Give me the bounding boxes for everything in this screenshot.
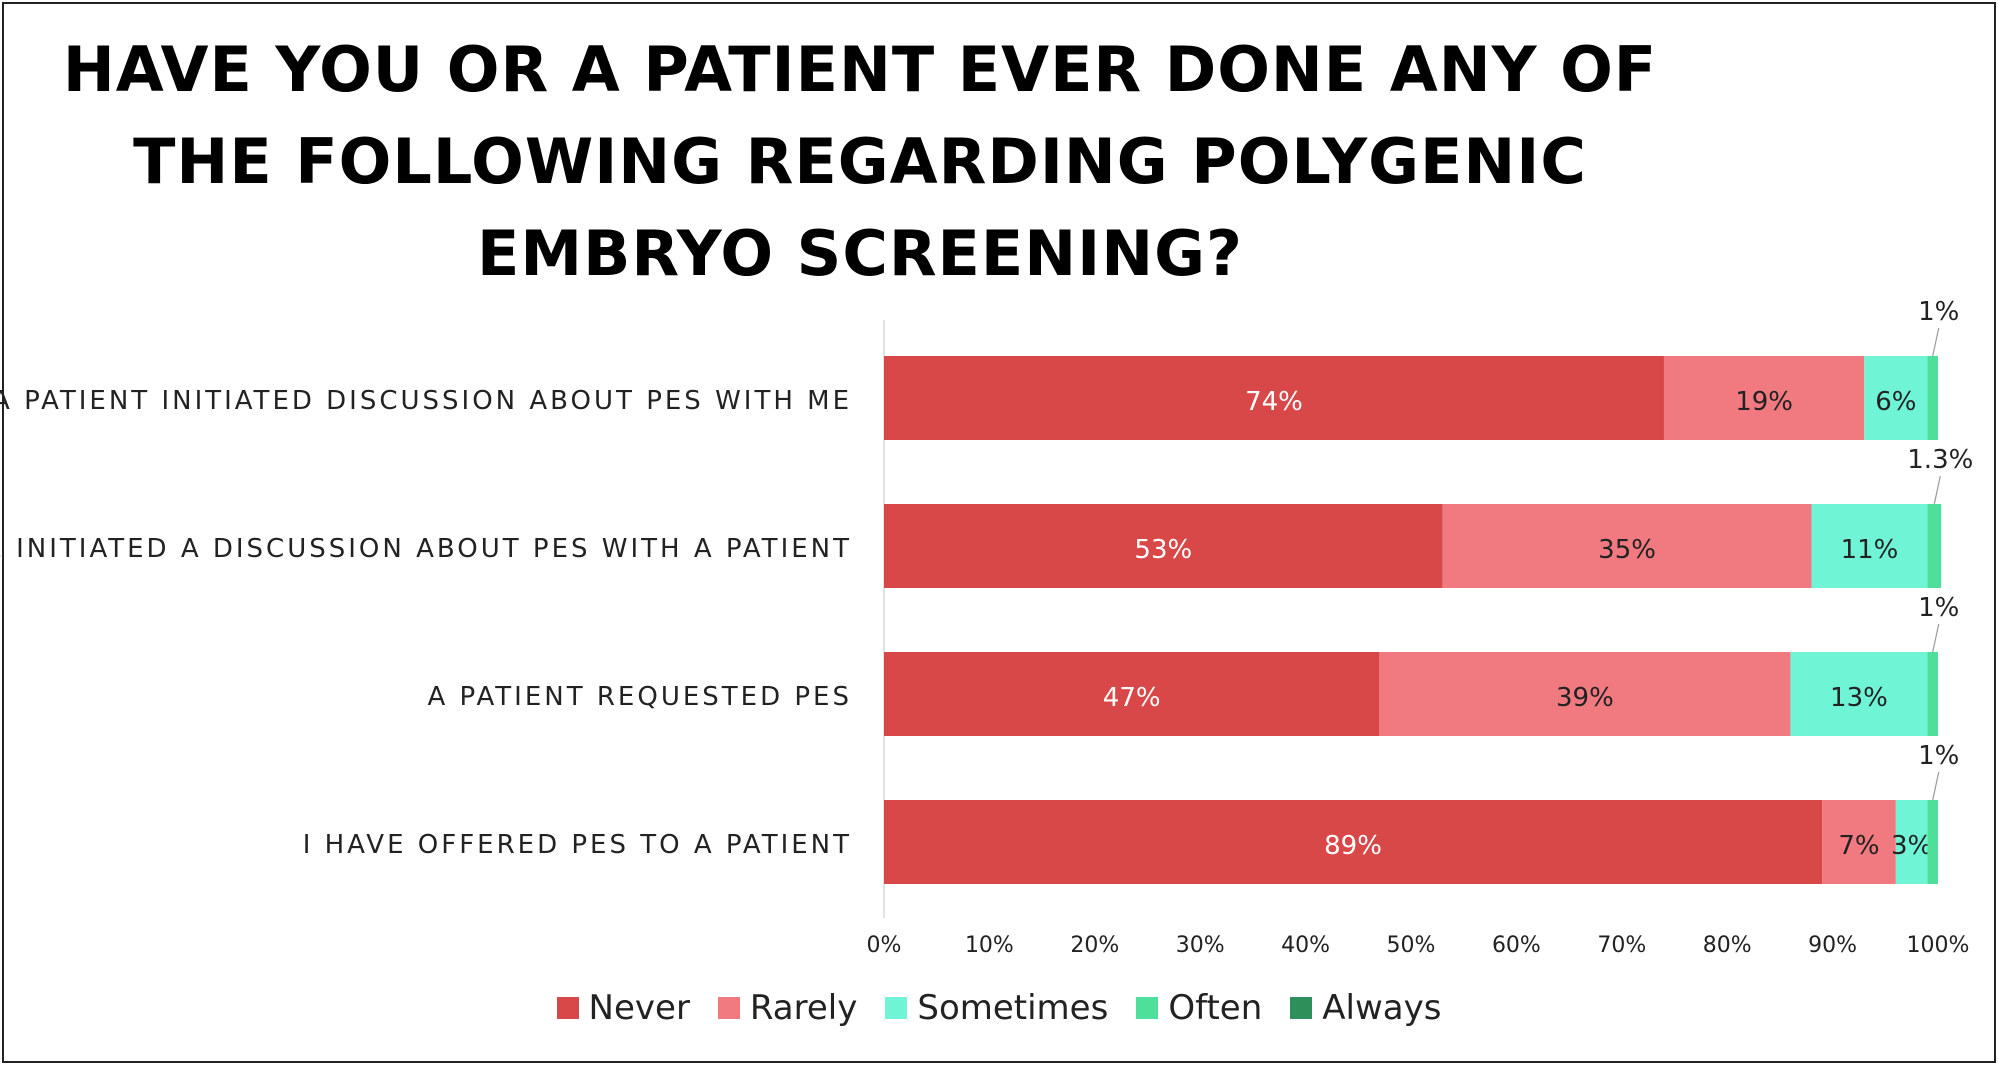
legend-swatch-never xyxy=(556,997,579,1019)
data-label: 47% xyxy=(1103,683,1161,713)
data-label: 35% xyxy=(1598,535,1656,565)
stacked-bar-chart: A PATIENT INITIATED DISCUSSION ABOUT PES… xyxy=(0,297,1973,958)
bar-segment xyxy=(1927,652,1938,736)
x-tick-label: 100% xyxy=(1907,933,1970,958)
data-label: 1% xyxy=(1918,593,1959,623)
data-label: 13% xyxy=(1830,683,1888,713)
x-tick-label: 50% xyxy=(1387,933,1436,958)
bar-segment xyxy=(1379,652,1791,736)
bar-segment xyxy=(884,504,1443,588)
legend-item-always: Always xyxy=(1290,988,1441,1028)
x-tick-label: 30% xyxy=(1176,933,1225,958)
data-label: 53% xyxy=(1134,535,1192,565)
data-label: 74% xyxy=(1245,387,1303,417)
category-label: I HAVE INITIATED A DISCUSSION ABOUT PES … xyxy=(0,534,852,564)
data-label-leader xyxy=(1932,771,1940,801)
bar-segment xyxy=(1864,356,1928,440)
data-label-leader xyxy=(1933,475,1941,505)
x-tick-label: 70% xyxy=(1597,933,1646,958)
chart-title-line-2: THE FOLLOWING REGARDING POLYGENIC xyxy=(133,125,1587,198)
data-label: 1% xyxy=(1918,297,1959,327)
chart-title: HAVE YOU OR A PATIENT EVER DONE ANY OF T… xyxy=(0,24,1720,300)
data-label-leader xyxy=(1932,623,1940,653)
legend-item-sometimes: Sometimes xyxy=(885,988,1108,1028)
chart-legend: Never Rarely Sometimes Often Always xyxy=(0,988,1998,1028)
legend-swatch-always xyxy=(1290,997,1313,1019)
x-tick-label: 0% xyxy=(867,933,902,958)
x-tick-label: 40% xyxy=(1281,933,1330,958)
x-tick-label: 20% xyxy=(1070,933,1119,958)
legend-swatch-often xyxy=(1136,997,1159,1019)
data-label: 39% xyxy=(1556,683,1614,713)
legend-swatch-rarely xyxy=(717,997,740,1019)
legend-label-sometimes: Sometimes xyxy=(917,988,1109,1028)
bar-segment xyxy=(1927,800,1938,884)
x-tick-label: 90% xyxy=(1808,933,1857,958)
data-label: 1% xyxy=(1918,741,1959,771)
chart-title-line-3: EMBRYO SCREENING? xyxy=(477,217,1243,290)
legend-label-always: Always xyxy=(1322,988,1442,1028)
bar-segment xyxy=(884,800,1823,884)
category-label: I HAVE OFFERED PES TO A PATIENT xyxy=(303,830,852,860)
bar-segment xyxy=(1822,800,1896,884)
data-label: 7% xyxy=(1838,831,1879,861)
bar-segment xyxy=(1663,356,1865,440)
data-label: 6% xyxy=(1875,387,1916,417)
x-tick-label: 80% xyxy=(1703,933,1752,958)
x-tick-label: 60% xyxy=(1492,933,1541,958)
x-tick-label: 10% xyxy=(965,933,1014,958)
legend-swatch-sometimes xyxy=(885,997,908,1019)
bar-segment xyxy=(1927,504,1942,588)
data-label: 89% xyxy=(1324,831,1382,861)
category-label: A PATIENT REQUESTED PES xyxy=(427,682,852,712)
bar-segment xyxy=(1895,800,1928,884)
bar-segment xyxy=(884,652,1380,736)
legend-label-rarely: Rarely xyxy=(749,988,858,1028)
legend-label-never: Never xyxy=(588,988,690,1028)
data-label: 19% xyxy=(1735,387,1793,417)
data-label: 11% xyxy=(1841,535,1899,565)
bar-segment xyxy=(1811,504,1928,588)
legend-item-often: Often xyxy=(1136,988,1262,1028)
legend-item-never: Never xyxy=(556,988,690,1028)
bar-segment xyxy=(1442,504,1812,588)
bar-segment xyxy=(1927,356,1938,440)
legend-label-often: Often xyxy=(1168,988,1263,1028)
chart-title-line-1: HAVE YOU OR A PATIENT EVER DONE ANY OF xyxy=(62,33,1658,106)
data-label-leader xyxy=(1932,327,1940,357)
data-label: 1.3% xyxy=(1907,445,1973,475)
bar-segment xyxy=(1790,652,1928,736)
category-label: A PATIENT INITIATED DISCUSSION ABOUT PES… xyxy=(0,386,852,416)
bar-segment xyxy=(884,356,1664,440)
data-label: 3% xyxy=(1891,831,1932,861)
legend-item-rarely: Rarely xyxy=(717,988,858,1028)
